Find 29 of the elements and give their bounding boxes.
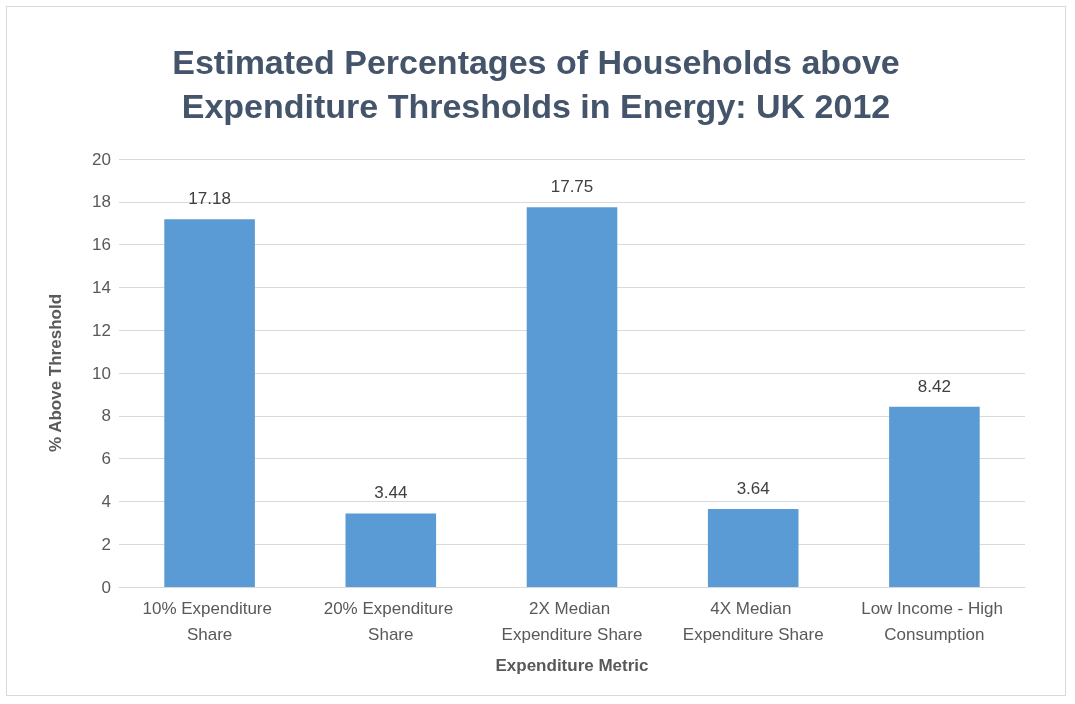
- y-tick-label: 18: [92, 192, 111, 212]
- y-tick-label: 20: [92, 149, 111, 169]
- x-tick-label: 20% Expenditure Share: [323, 598, 458, 644]
- y-tick-label: 6: [101, 449, 111, 469]
- y-tick-label: 10: [92, 363, 111, 383]
- x-tick-label: 2X Median Expenditure Share: [501, 598, 643, 644]
- x-tick-label: Low Income - High Consumption: [861, 598, 1008, 644]
- data-label: 3.44: [374, 483, 408, 503]
- bar: [345, 513, 437, 587]
- chart-title: Estimated Percentages of Households above Expenditure Thresholds in Energy: UK 2012: [172, 43, 900, 125]
- x-axis-title: Expenditure Metric: [495, 656, 649, 675]
- data-label: 17.75: [550, 177, 594, 197]
- y-tick-label: 4: [101, 491, 111, 511]
- y-tick-label: 0: [101, 577, 111, 597]
- y-axis-title: % Above Threshold: [46, 293, 65, 453]
- bar: [889, 406, 980, 587]
- data-label: 17.18: [188, 189, 231, 209]
- data-label: 3.64: [736, 479, 770, 499]
- y-tick-label: 12: [92, 320, 111, 340]
- x-tick-label: 4X Median Expenditure Share: [682, 598, 824, 644]
- bar: [164, 219, 255, 587]
- y-tick-label: 2: [101, 534, 111, 554]
- bar: [526, 207, 618, 587]
- y-tick-label: 8: [101, 406, 111, 426]
- y-tick-label: 16: [92, 235, 111, 255]
- bar: [707, 509, 799, 587]
- data-label: 8.42: [917, 376, 951, 396]
- y-tick-label: 14: [92, 277, 111, 297]
- x-tick-label: 10% Expenditure Share: [142, 598, 277, 644]
